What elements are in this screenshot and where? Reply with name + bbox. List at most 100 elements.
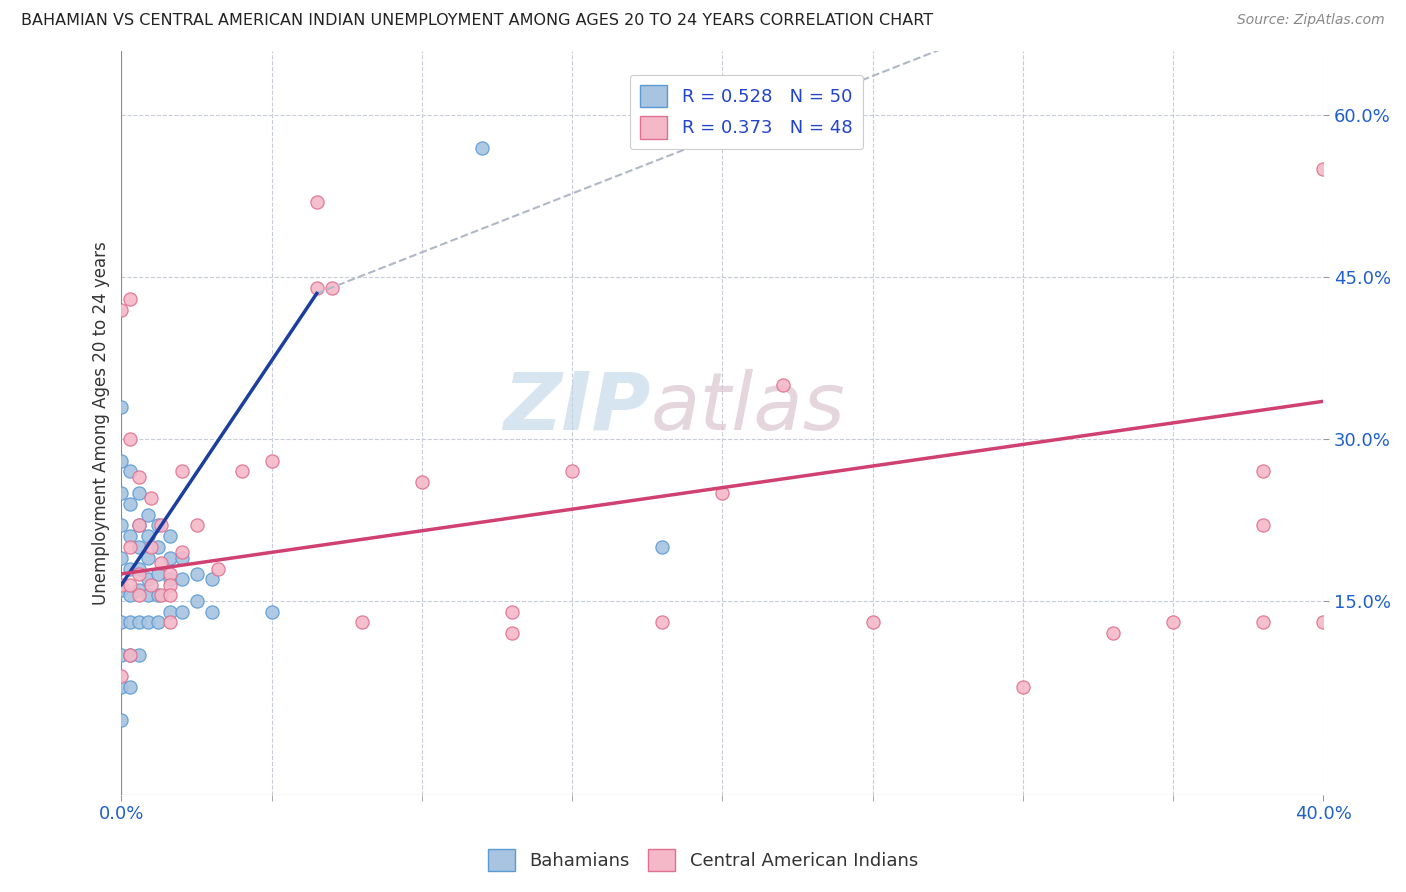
Point	[651, 540, 673, 554]
Point	[110, 615, 132, 630]
Point	[120, 497, 142, 511]
Point	[110, 453, 132, 467]
Point	[138, 589, 160, 603]
Point	[141, 491, 163, 506]
Point	[120, 540, 142, 554]
Point	[159, 589, 181, 603]
Point	[159, 615, 181, 630]
Point	[110, 486, 132, 500]
Text: BAHAMIAN VS CENTRAL AMERICAN INDIAN UNEMPLOYMENT AMONG AGES 20 TO 24 YEARS CORRE: BAHAMIAN VS CENTRAL AMERICAN INDIAN UNEM…	[21, 13, 934, 29]
Point	[159, 550, 181, 565]
Point	[159, 529, 181, 543]
Point	[128, 486, 150, 500]
Point	[110, 648, 132, 662]
Point	[1102, 626, 1125, 640]
Point	[128, 518, 150, 533]
Point	[128, 561, 150, 575]
Point	[501, 605, 523, 619]
Point	[128, 518, 150, 533]
Point	[231, 464, 253, 478]
Point	[711, 486, 734, 500]
Text: atlas: atlas	[651, 369, 845, 447]
Point	[260, 453, 283, 467]
Point	[170, 550, 193, 565]
Point	[1012, 680, 1035, 694]
Point	[159, 566, 181, 581]
Point	[200, 605, 222, 619]
Point	[159, 605, 181, 619]
Point	[138, 550, 160, 565]
Point	[128, 470, 150, 484]
Point	[120, 432, 142, 446]
Point	[138, 615, 160, 630]
Point	[170, 572, 193, 586]
Point	[501, 626, 523, 640]
Point	[146, 518, 169, 533]
Point	[120, 529, 142, 543]
Point	[146, 615, 169, 630]
Point	[128, 615, 150, 630]
Point	[170, 605, 193, 619]
Point	[149, 518, 172, 533]
Point	[260, 605, 283, 619]
Point	[862, 615, 884, 630]
Point	[128, 583, 150, 598]
Point	[110, 302, 132, 317]
Point	[138, 508, 160, 522]
Point	[350, 615, 373, 630]
Point	[110, 518, 132, 533]
Point	[120, 577, 142, 591]
Point	[138, 572, 160, 586]
Point	[1253, 518, 1275, 533]
Point	[159, 577, 181, 591]
Text: ZIP: ZIP	[503, 369, 651, 447]
Point	[411, 475, 433, 490]
Point	[110, 583, 132, 598]
Point	[146, 566, 169, 581]
Point	[120, 561, 142, 575]
Point	[128, 566, 150, 581]
Point	[170, 545, 193, 559]
Point	[561, 464, 583, 478]
Y-axis label: Unemployment Among Ages 20 to 24 years: Unemployment Among Ages 20 to 24 years	[93, 241, 110, 605]
Point	[305, 281, 328, 295]
Point	[651, 615, 673, 630]
Point	[305, 194, 328, 209]
Point	[1253, 615, 1275, 630]
Point	[200, 572, 222, 586]
Point	[120, 615, 142, 630]
Point	[149, 556, 172, 570]
Point	[128, 648, 150, 662]
Point	[321, 281, 343, 295]
Point	[1253, 464, 1275, 478]
Point	[110, 713, 132, 727]
Point	[120, 648, 142, 662]
Point	[110, 669, 132, 683]
Legend: Bahamians, Central American Indians: Bahamians, Central American Indians	[481, 842, 925, 879]
Point	[170, 464, 193, 478]
Point	[186, 518, 208, 533]
Point	[186, 566, 208, 581]
Point	[159, 572, 181, 586]
Point	[207, 561, 229, 575]
Point	[146, 540, 169, 554]
Legend: R = 0.528   N = 50, R = 0.373   N = 48: R = 0.528 N = 50, R = 0.373 N = 48	[630, 75, 863, 149]
Point	[110, 577, 132, 591]
Point	[120, 680, 142, 694]
Point	[120, 464, 142, 478]
Point	[110, 680, 132, 694]
Point	[146, 589, 169, 603]
Point	[128, 589, 150, 603]
Point	[141, 577, 163, 591]
Point	[138, 529, 160, 543]
Point	[1312, 162, 1334, 177]
Point	[186, 594, 208, 608]
Point	[120, 648, 142, 662]
Point	[128, 540, 150, 554]
Point	[471, 141, 494, 155]
Point	[120, 292, 142, 306]
Point	[110, 550, 132, 565]
Point	[141, 540, 163, 554]
Point	[772, 378, 794, 392]
Point	[110, 400, 132, 414]
